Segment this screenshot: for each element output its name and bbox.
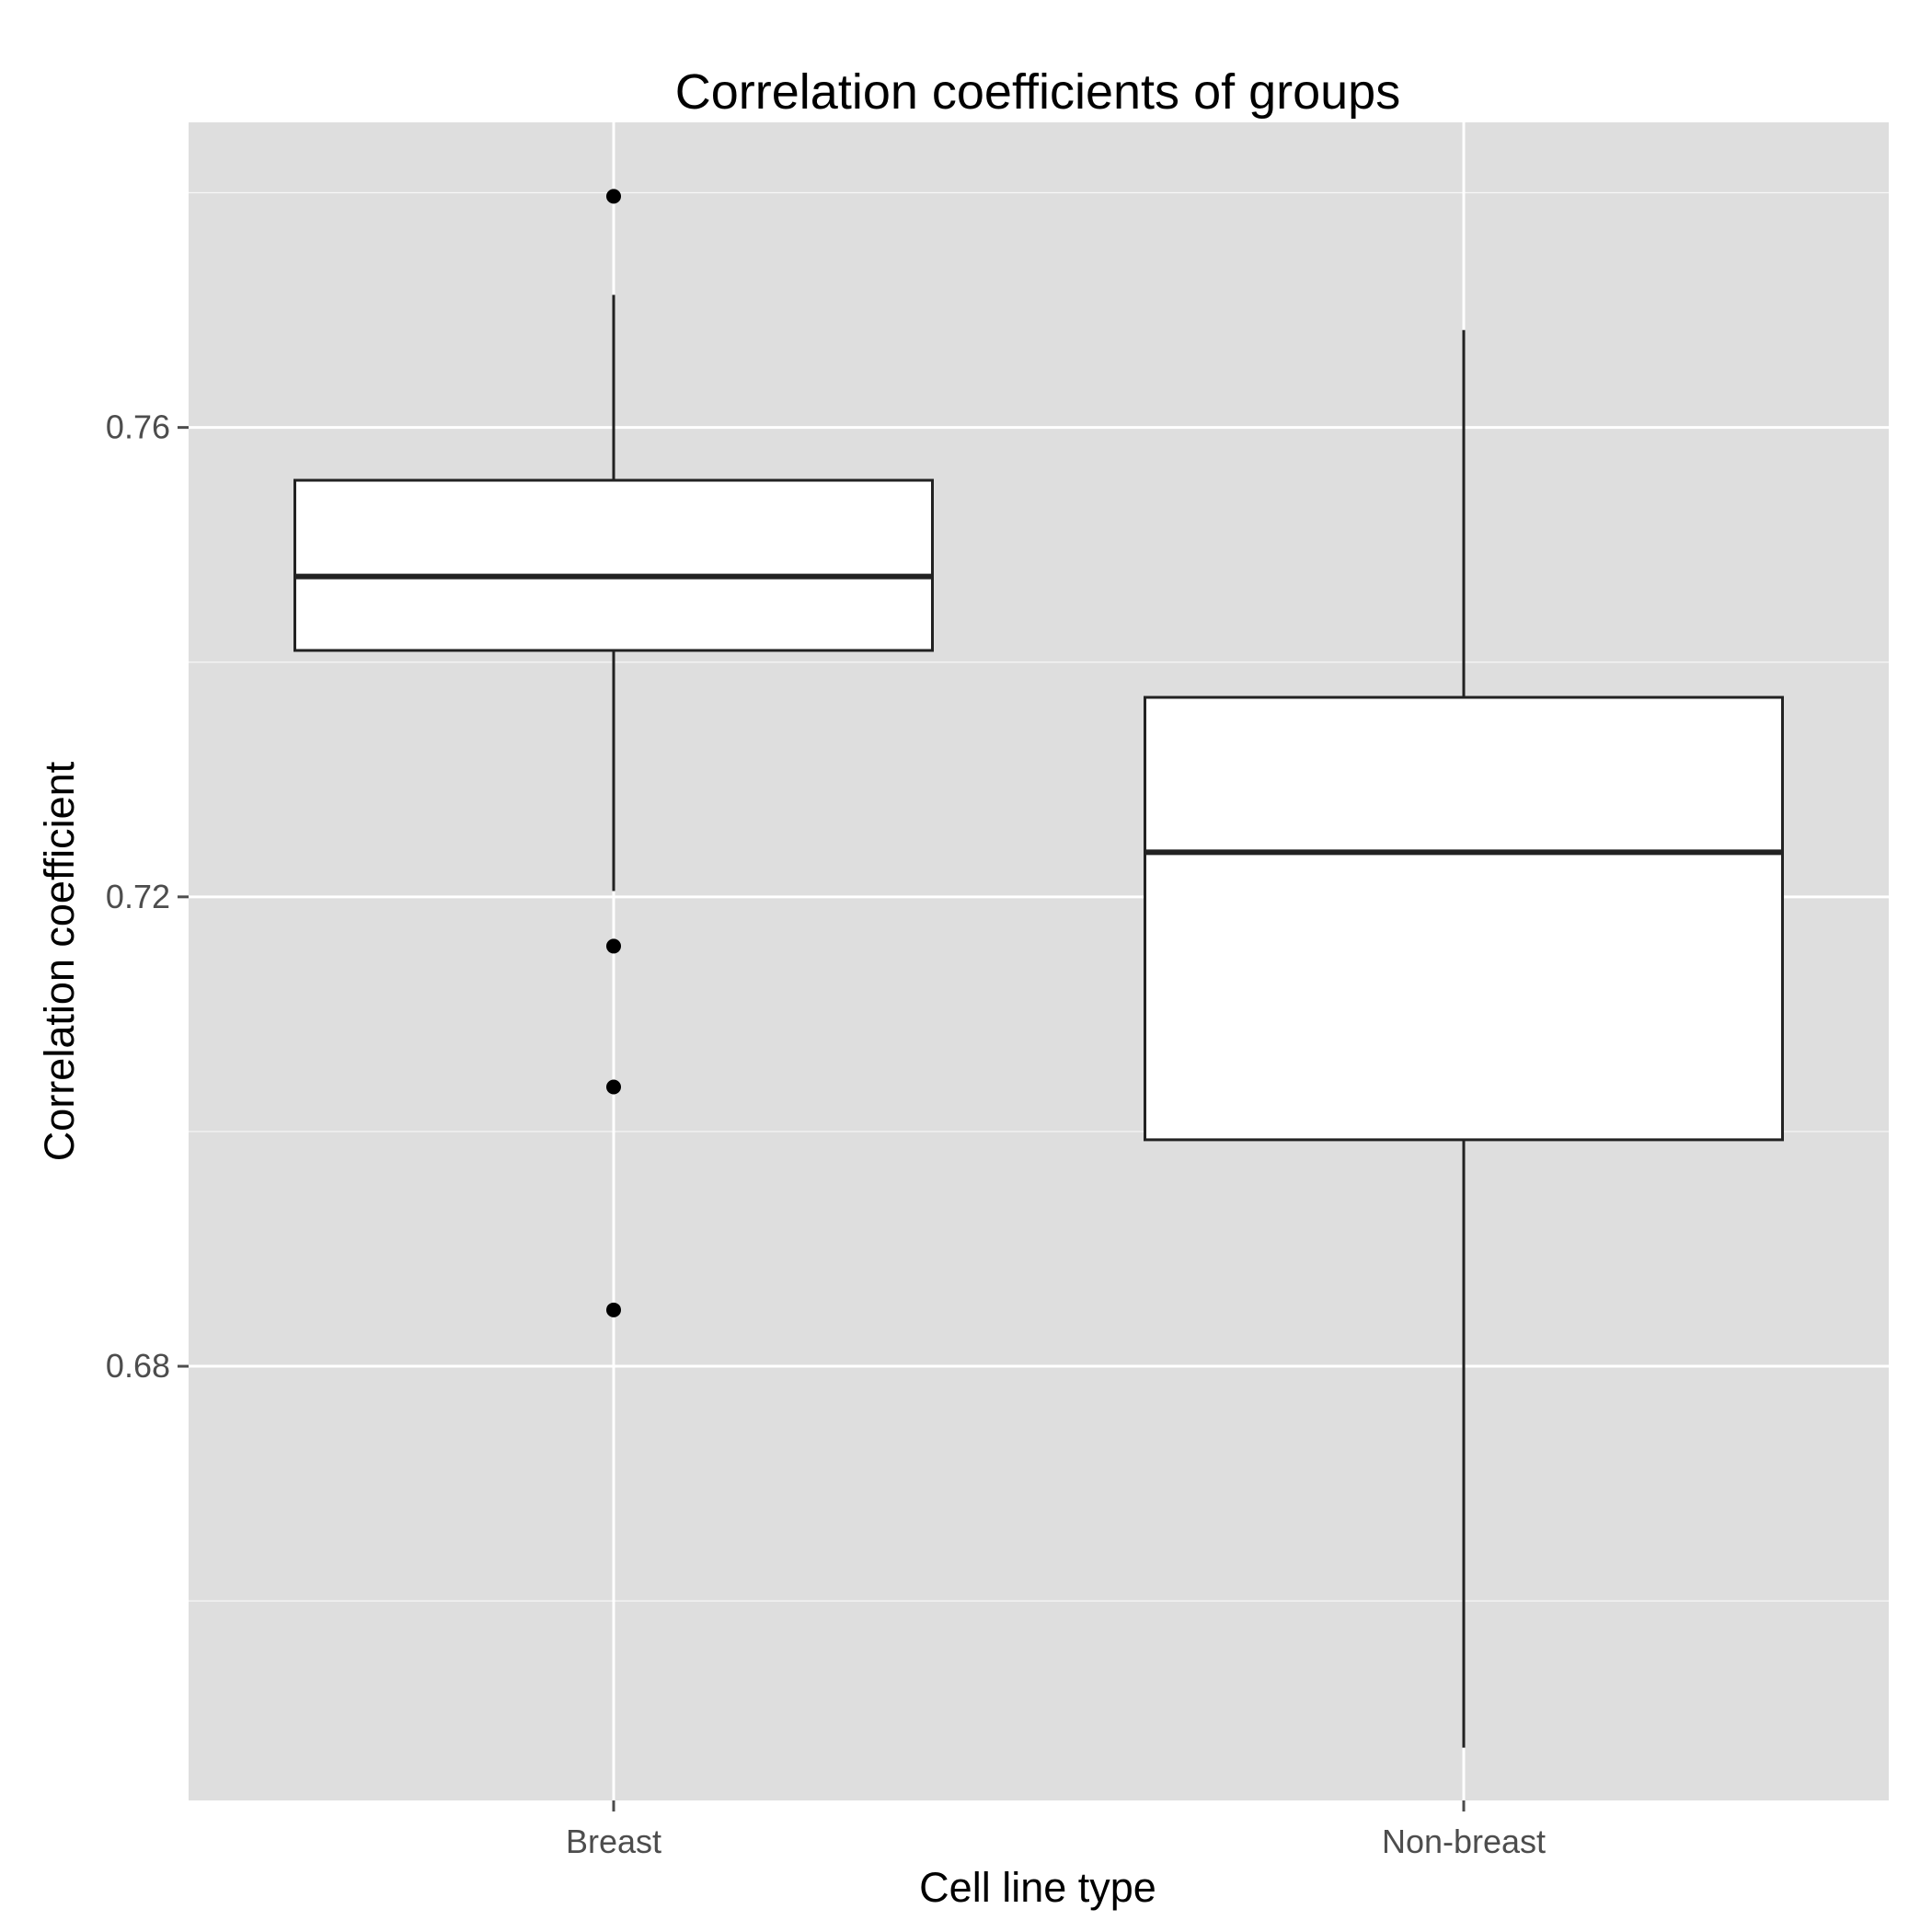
box-group-breast xyxy=(293,189,934,1317)
chart-title: Correlation coefficients of groups xyxy=(675,64,1400,120)
axes: 0.68 0.72 0.76 Breast Non-breast xyxy=(106,408,1546,1860)
y-tick-label: 0.72 xyxy=(106,878,170,915)
x-tick-label: Non-breast xyxy=(1382,1823,1546,1860)
box-iqr xyxy=(1144,696,1784,1142)
y-tick-label: 0.76 xyxy=(106,408,170,446)
box-iqr xyxy=(293,478,934,652)
y-axis-title: Correlation coefficient xyxy=(36,761,83,1161)
outlier-point xyxy=(606,1302,621,1317)
x-axis-title: Cell line type xyxy=(919,1864,1156,1911)
boxes xyxy=(293,189,1784,1748)
outlier-point xyxy=(606,938,621,954)
y-tick-label: 0.68 xyxy=(106,1347,170,1385)
x-tick-label: Breast xyxy=(566,1823,661,1860)
outlier-point xyxy=(606,1079,621,1095)
outlier-point xyxy=(606,189,621,204)
box-group-non-breast xyxy=(1144,329,1784,1748)
